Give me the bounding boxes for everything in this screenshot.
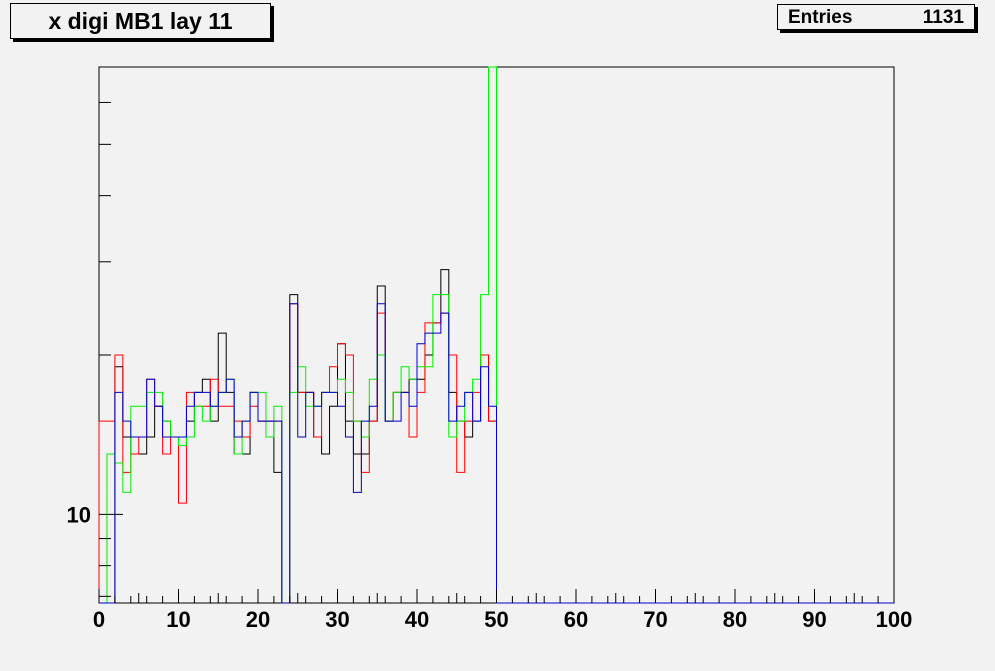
x-tick-label: 20	[246, 607, 270, 632]
y-tick-label: 10	[67, 502, 91, 527]
x-tick-label: 50	[484, 607, 508, 632]
x-tick-label: 100	[876, 607, 913, 632]
stats-entries-label: Entries	[788, 7, 853, 28]
x-tick-label: 10	[166, 607, 190, 632]
x-tick-label: 60	[564, 607, 588, 632]
x-tick-label: 40	[405, 607, 429, 632]
x-tick-label: 90	[802, 607, 826, 632]
chart-title: x digi MB1 lay 11	[10, 3, 271, 39]
x-tick-label: 80	[723, 607, 747, 632]
axis-layer: 0 10 20 30 40 50 60 70 80 90 100 10	[67, 66, 913, 632]
x-tick-label: 70	[643, 607, 667, 632]
x-tick-label: 30	[325, 607, 349, 632]
series-layer	[98, 66, 894, 604]
stats-entries-value: 1131	[922, 7, 964, 28]
series-line-3	[99, 303, 894, 604]
stats-box: Entries 1131	[777, 4, 975, 30]
x-tick-label: 0	[93, 607, 105, 632]
